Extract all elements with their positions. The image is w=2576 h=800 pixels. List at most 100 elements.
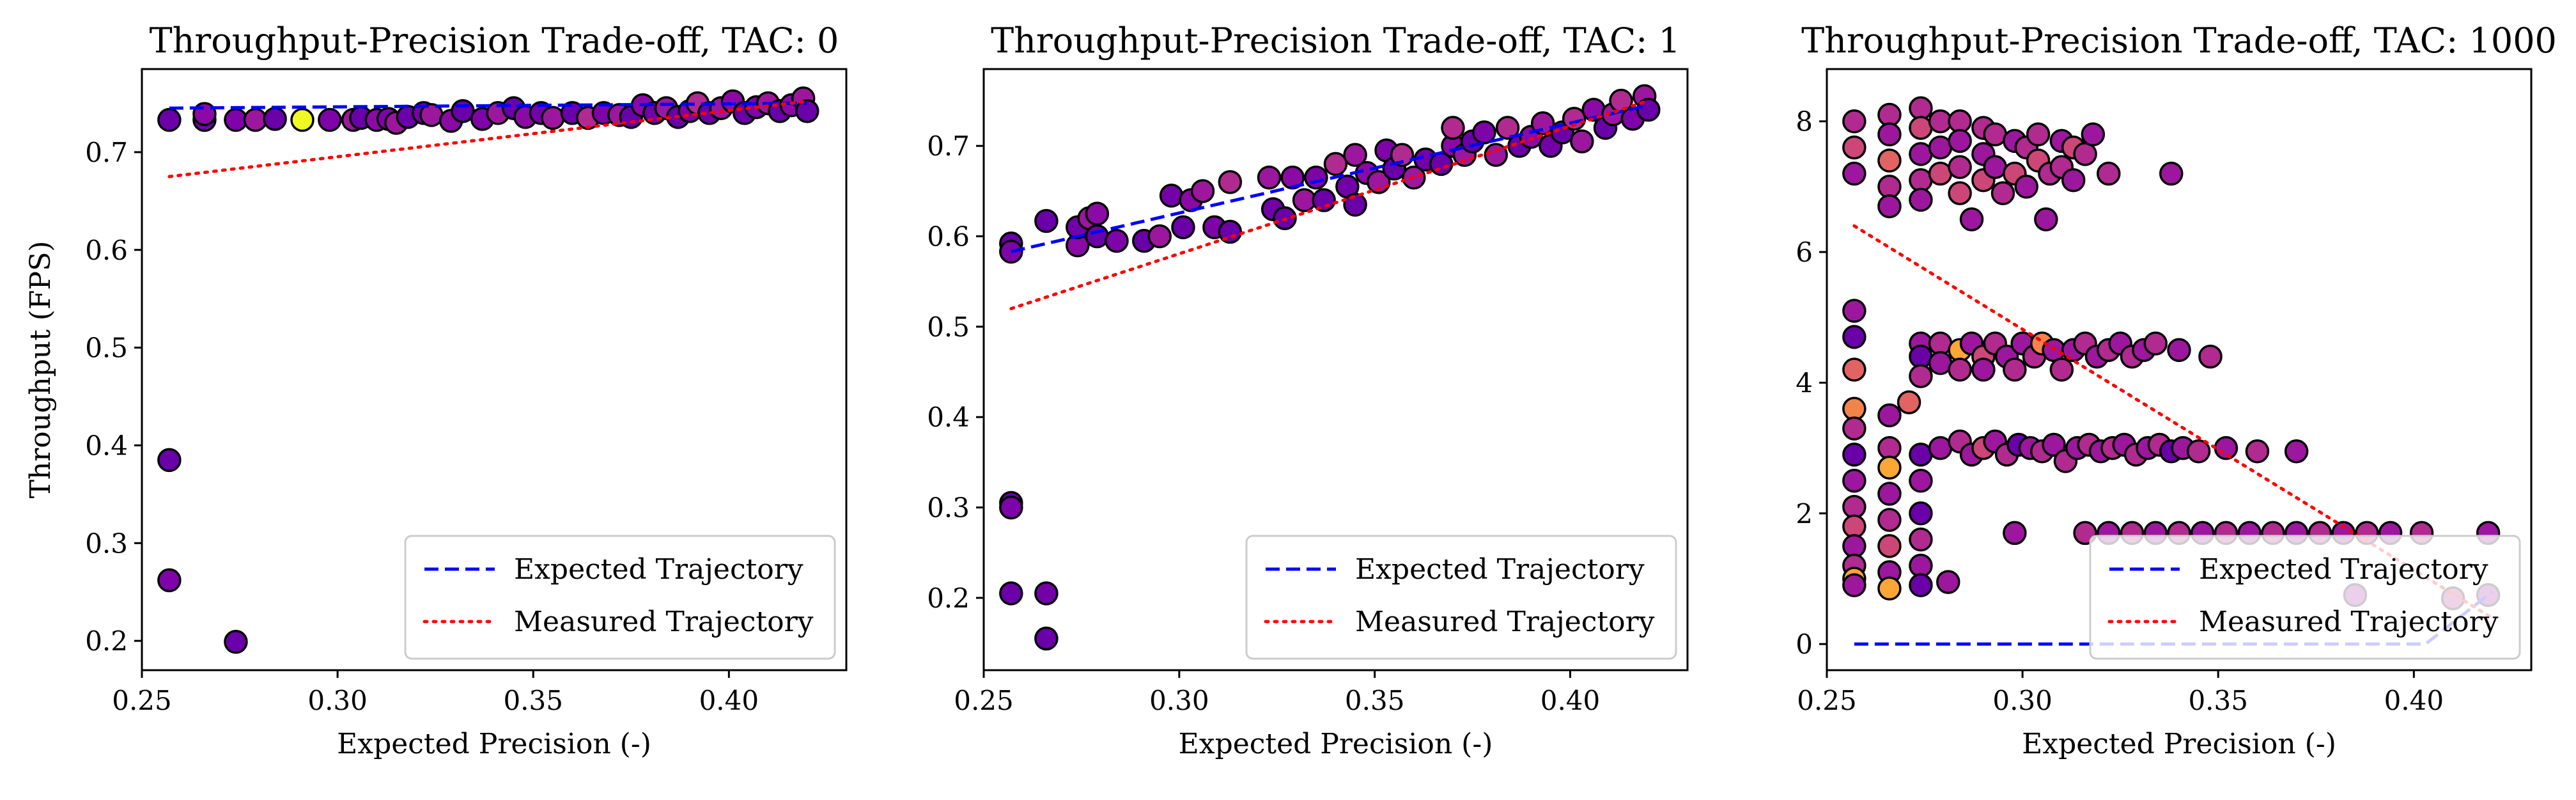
data-point xyxy=(1190,179,1215,203)
y-tick-label: 0.3 xyxy=(927,492,970,524)
x-tick-label: 0.40 xyxy=(1540,685,1601,716)
data-point xyxy=(1085,224,1110,249)
x-tick-label: 0.30 xyxy=(1992,685,2052,716)
data-point xyxy=(1842,109,1866,134)
data-point xyxy=(1928,435,1953,460)
legend-label: Measured Trajectory xyxy=(2199,606,2499,638)
data-point xyxy=(1034,581,1059,606)
data-point xyxy=(1948,129,1972,153)
data-point xyxy=(1842,468,1866,493)
data-point xyxy=(1928,135,1953,160)
x-tick-label: 0.25 xyxy=(112,685,172,716)
data-point xyxy=(2026,122,2051,146)
data-point xyxy=(1948,181,1972,205)
data-point xyxy=(1936,570,1960,594)
data-point xyxy=(1842,357,1866,382)
data-point xyxy=(1570,129,1594,153)
data-point xyxy=(2049,357,2074,382)
data-point xyxy=(1159,184,1184,208)
legend-label: Expected Trajectory xyxy=(1355,553,1645,586)
data-point xyxy=(1983,155,2008,180)
x-tick-label: 0.25 xyxy=(954,685,1014,716)
axes-frame xyxy=(141,68,848,671)
data-point xyxy=(1877,194,1902,219)
chart-title: Throughput-Precision Trade-off, TAC: 100… xyxy=(1801,20,2557,61)
x-axis-label: Expected Precision (-) xyxy=(337,728,651,760)
data-point xyxy=(1842,161,1866,186)
expected-trajectory-line xyxy=(1011,104,1649,253)
data-point xyxy=(2284,439,2309,464)
data-point xyxy=(1842,416,1866,441)
data-point xyxy=(2159,161,2184,186)
measured-trajectory-line xyxy=(1009,98,1650,311)
data-point xyxy=(263,107,287,131)
data-point xyxy=(1484,143,1509,168)
legend-box xyxy=(2089,535,2521,660)
y-tick-label: 0.4 xyxy=(927,402,970,433)
data-point xyxy=(1842,514,1866,538)
legend: Expected Trajectory Measured Trajectory xyxy=(1245,535,1677,660)
trajectory-lines xyxy=(1852,224,2494,646)
legend: Expected Trajectory Measured Trajectory xyxy=(404,535,836,660)
chart-panel-3: Throughput-Precision Trade-off, TAC: 100… xyxy=(1796,20,2557,760)
data-point xyxy=(1343,143,1367,168)
data-point xyxy=(1877,482,1902,506)
data-point xyxy=(1909,468,1933,493)
data-point xyxy=(999,581,1023,606)
chart-title: Throughput-Precision Trade-off, TAC: 1 xyxy=(991,20,1680,61)
data-point xyxy=(1909,344,1933,369)
data-point xyxy=(2034,207,2058,231)
data-point xyxy=(1909,553,1933,578)
data-point xyxy=(1367,169,1391,194)
x-tick-label: 0.40 xyxy=(2384,685,2444,716)
data-point xyxy=(1842,443,1866,467)
y-tick-label: 0.7 xyxy=(85,137,128,168)
data-point xyxy=(1842,573,1866,597)
data-point xyxy=(1909,501,1933,526)
y-tick-label: 0.7 xyxy=(927,130,970,162)
data-point xyxy=(2214,435,2238,460)
measured-trajectory-line xyxy=(167,99,809,178)
expected-trajectory-line xyxy=(1854,590,2494,646)
y-axis-label: Throughput (FPS) xyxy=(24,241,57,499)
data-point xyxy=(1877,122,1902,146)
legend-box xyxy=(404,535,836,660)
data-point xyxy=(1034,626,1059,651)
y-tick-label: 0.2 xyxy=(85,625,128,657)
y-tick-label: 0.4 xyxy=(85,430,128,461)
x-axis-label: Expected Precision (-) xyxy=(2022,728,2336,760)
data-point xyxy=(1530,111,1555,136)
y-tick-label: 0.6 xyxy=(927,221,970,253)
data-point xyxy=(1472,120,1496,145)
data-point xyxy=(1948,155,1972,180)
data-point xyxy=(1636,97,1661,122)
axes-frame xyxy=(1826,68,2533,671)
x-tick-label: 0.25 xyxy=(1797,685,1857,716)
axes-frame xyxy=(982,68,1689,671)
data-point xyxy=(1842,534,1866,558)
data-point xyxy=(1842,135,1866,160)
data-point xyxy=(1842,396,1866,421)
data-point xyxy=(318,107,342,132)
data-point xyxy=(1147,224,1172,249)
data-point xyxy=(1877,148,1902,173)
scatter-points xyxy=(999,84,1661,651)
legend-box xyxy=(1245,535,1677,660)
y-tick-label: 4 xyxy=(1796,367,1813,398)
data-point xyxy=(2061,168,2086,192)
data-point xyxy=(1495,116,1520,140)
data-point xyxy=(1948,109,1972,134)
data-point xyxy=(1842,299,1866,323)
chart-panel-1: Throughput-Precision Trade-off, TAC: 0 0.… xyxy=(24,20,848,760)
data-point xyxy=(2014,175,2038,199)
data-point xyxy=(2097,161,2121,186)
data-point xyxy=(1909,364,1933,388)
measured-trajectory-line xyxy=(1852,224,2494,620)
data-point xyxy=(1909,527,1933,552)
x-tick-label: 0.35 xyxy=(2188,685,2248,716)
y-tick-label: 8 xyxy=(1796,106,1813,137)
legend-label: Expected Trajectory xyxy=(514,553,803,586)
data-point xyxy=(1218,219,1243,244)
y-tick-label: 0.5 xyxy=(85,333,128,364)
